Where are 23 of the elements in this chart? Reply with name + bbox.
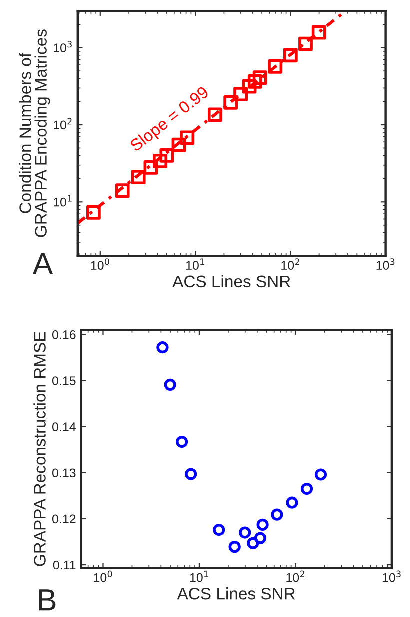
x-tick-label: 10$^{1}$ [190, 570, 208, 582]
y-tick-label: 0.12 [52, 514, 76, 524]
y-tick-label: 0.13 [52, 468, 76, 478]
y-axis-title: Condition Numbers of GRAPPA Encoding Matrices [19, 30, 50, 238]
y-tick-label: 0.15 [52, 376, 76, 386]
x-axis-title: ACS Lines SNR [172, 275, 290, 288]
text: A [32, 253, 54, 274]
text: B [39, 590, 56, 611]
y-tick-label: 0.16 [52, 330, 76, 340]
x-tick-label: 10$^{2}$ [282, 258, 300, 270]
y-tick-label: 10$^{3}$ [54, 41, 72, 52]
y-tick-label: 0.11 [53, 560, 76, 570]
x-tick-label: 10$^{3}$ [382, 570, 401, 582]
x-tick-label: 10$^{2}$ [286, 570, 304, 582]
x-tick-label: 10$^{0}$ [91, 258, 110, 270]
x-axis-title: ACS Lines SNR [177, 588, 296, 600]
x-tick-label: 10$^{0}$ [94, 570, 112, 582]
y-tick-label: 0.14 [52, 422, 76, 432]
y-axis-title: GRAPPA Reconstruction RMSE [34, 332, 46, 566]
y-tick-label: 10$^{1}$ [54, 195, 72, 207]
x-tick-label: 10$^{1}$ [186, 258, 204, 270]
y-tick-label: 10$^{2}$ [54, 118, 72, 130]
x-tick-label: 10$^{3}$ [376, 258, 395, 270]
